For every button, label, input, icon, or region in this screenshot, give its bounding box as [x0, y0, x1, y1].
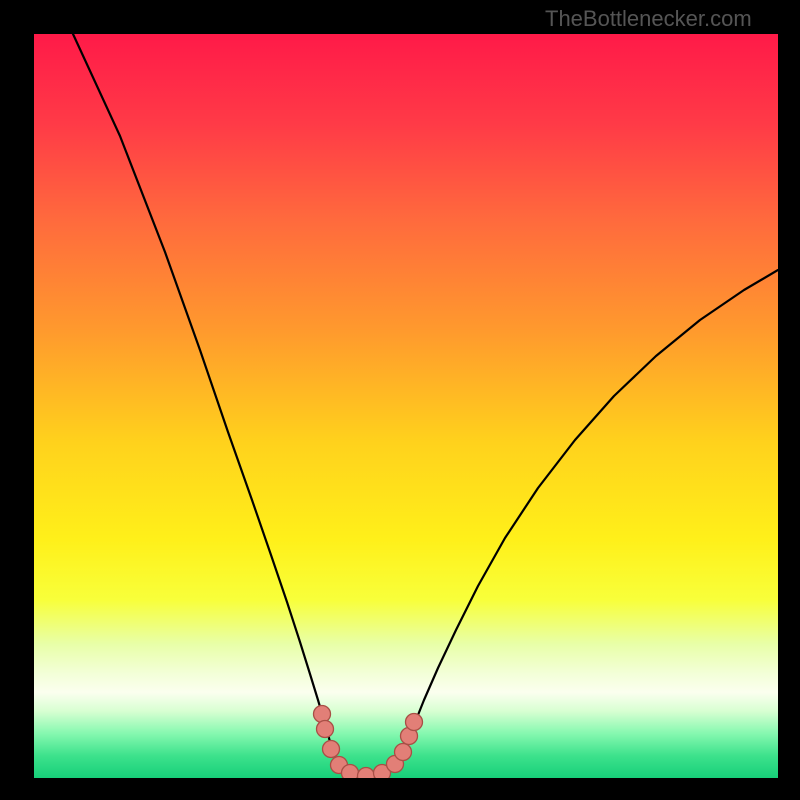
curve-marker: [323, 741, 340, 758]
watermark-text: TheBottlenecker.com: [545, 6, 752, 32]
chart-svg: [0, 0, 800, 800]
outer-frame: TheBottlenecker.com: [0, 0, 800, 800]
curve-marker: [342, 765, 359, 782]
curve-marker: [317, 721, 334, 738]
curve-marker: [395, 744, 412, 761]
gradient-background: [34, 34, 778, 778]
curve-marker: [406, 714, 423, 731]
curve-marker: [358, 768, 375, 785]
curve-marker: [314, 706, 331, 723]
